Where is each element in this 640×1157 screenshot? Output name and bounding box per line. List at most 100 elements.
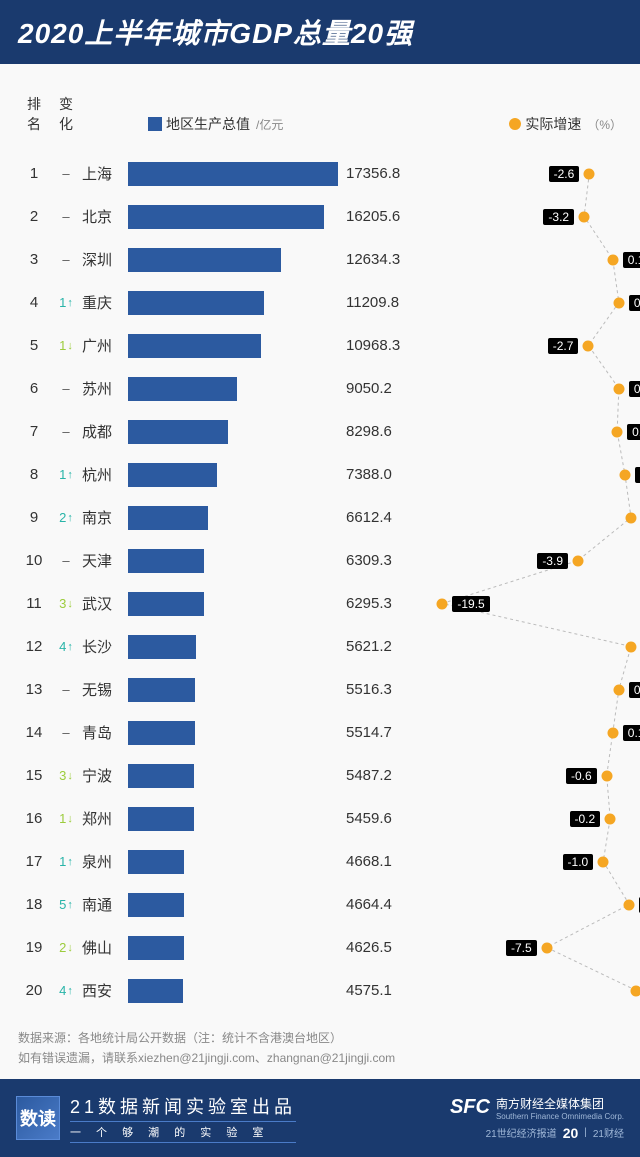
rank-cell: 1 (18, 165, 50, 182)
chart-area: 排 名 变 化 地区生产总值 /亿元 实际增速 （%） -2.6-3.20.10… (0, 64, 640, 1022)
city-cell: 武汉 (82, 593, 128, 614)
bar-wrap (128, 893, 338, 917)
rank-cell: 5 (18, 337, 50, 354)
growth-zone: -2.6-3.20.10.8-2.70.80.61.52.2-3.9-19.52… (438, 152, 638, 1012)
gdp-value: 4668.1 (346, 853, 416, 870)
bar-legend-unit: /亿元 (256, 116, 283, 133)
city-cell: 西安 (82, 980, 128, 1001)
growth-badge: -19.5 (452, 596, 489, 612)
growth-badge: 0.8 (629, 682, 640, 698)
city-cell: 长沙 (82, 636, 128, 657)
gdp-value: 4626.5 (346, 939, 416, 956)
gdp-bar (128, 893, 184, 917)
change-cell: 3↓ (50, 596, 82, 611)
growth-badge: -2.7 (548, 338, 579, 354)
sfc-logo-text: SFC (450, 1096, 490, 1119)
growth-dot (607, 727, 618, 738)
gdp-bar (128, 592, 204, 616)
change-header: 变 化 (50, 94, 82, 134)
growth-dot (607, 254, 618, 265)
city-cell: 南京 (82, 507, 128, 528)
rank-header: 排 名 (18, 94, 50, 134)
rank-cell: 12 (18, 638, 50, 655)
change-cell: – (50, 252, 82, 267)
gdp-bar (128, 678, 195, 702)
data-rows: -2.6-3.20.10.8-2.70.80.61.52.2-3.9-19.52… (18, 152, 622, 1012)
change-cell: – (50, 725, 82, 740)
bar-wrap (128, 162, 338, 186)
change-cell: 1↑ (50, 295, 82, 310)
growth-dot (619, 469, 630, 480)
growth-legend-label: 实际增速 (525, 114, 581, 134)
gdp-bar (128, 979, 183, 1003)
bar-legend-label: 地区生产总值 (166, 114, 250, 134)
bar-wrap (128, 592, 338, 616)
growth-dot (579, 211, 590, 222)
growth-legend-dot (509, 118, 521, 130)
change-cell: – (50, 209, 82, 224)
change-cell: – (50, 553, 82, 568)
footer-lab-main: 21数据新闻实验室出品 (70, 1093, 296, 1119)
bar-wrap (128, 721, 338, 745)
city-cell: 泉州 (82, 851, 128, 872)
change-cell: 2↑ (50, 510, 82, 525)
gdp-value: 5487.2 (346, 767, 416, 784)
growth-badge: -7.5 (506, 940, 537, 956)
gdp-value: 7388.0 (346, 466, 416, 483)
growth-dot (626, 641, 637, 652)
growth-dot (624, 899, 635, 910)
city-cell: 深圳 (82, 249, 128, 270)
gdp-value: 5621.2 (346, 638, 416, 655)
city-cell: 北京 (82, 206, 128, 227)
bar-legend: 地区生产总值 /亿元 (148, 114, 283, 134)
rank-cell: 11 (18, 595, 50, 612)
growth-badge: -0.2 (570, 811, 601, 827)
rank-cell: 6 (18, 380, 50, 397)
gdp-value: 8298.6 (346, 423, 416, 440)
gdp-bar (128, 420, 228, 444)
city-cell: 南通 (82, 894, 128, 915)
notes: 数据来源：各地统计局公开数据（注：统计不含港澳台地区） 如有错误遗漏，请联系xi… (0, 1022, 640, 1079)
rank-cell: 3 (18, 251, 50, 268)
growth-dot (631, 985, 640, 996)
city-cell: 杭州 (82, 464, 128, 485)
rank-cell: 19 (18, 939, 50, 956)
footer-logo-box: 数读 21数据新闻实验室出品 一 个 够 潮 的 实 验 室 (16, 1093, 296, 1143)
rank-cell: 10 (18, 552, 50, 569)
footer: 数读 21数据新闻实验室出品 一 个 够 潮 的 实 验 室 SFC 南方财经全… (0, 1079, 640, 1157)
rank-cell: 17 (18, 853, 50, 870)
growth-badge: 0.8 (629, 381, 640, 397)
change-cell: 4↑ (50, 639, 82, 654)
bar-wrap (128, 506, 338, 530)
city-cell: 广州 (82, 335, 128, 356)
gdp-value: 6309.3 (346, 552, 416, 569)
rank-cell: 20 (18, 982, 50, 999)
growth-dot (605, 813, 616, 824)
growth-dot (541, 942, 552, 953)
city-cell: 佛山 (82, 937, 128, 958)
gdp-bar (128, 463, 217, 487)
city-cell: 上海 (82, 163, 128, 184)
growth-dot (583, 340, 594, 351)
change-cell: 1↓ (50, 338, 82, 353)
change-cell: 1↑ (50, 854, 82, 869)
growth-badge: -2.6 (549, 166, 580, 182)
bar-wrap (128, 678, 338, 702)
bar-wrap (128, 979, 338, 1003)
growth-badge: -3.2 (543, 209, 574, 225)
page-title: 2020上半年城市GDP总量20强 (18, 12, 622, 52)
source-note: 数据来源：各地统计局公开数据（注：统计不含港澳台地区） (18, 1028, 622, 1048)
growth-badge: -1.0 (563, 854, 594, 870)
bar-legend-swatch (148, 117, 162, 131)
gdp-value: 9050.2 (346, 380, 416, 397)
rank-cell: 9 (18, 509, 50, 526)
sfc-en: Southern Finance Omnimedia Corp. (496, 1112, 624, 1121)
growth-legend-unit: （%） (587, 116, 622, 133)
city-cell: 天津 (82, 550, 128, 571)
change-cell: – (50, 381, 82, 396)
bar-wrap (128, 936, 338, 960)
city-cell: 重庆 (82, 292, 128, 313)
gdp-bar (128, 721, 195, 745)
bar-wrap (128, 764, 338, 788)
column-headers: 排 名 变 化 地区生产总值 /亿元 实际增速 （%） (18, 94, 622, 134)
